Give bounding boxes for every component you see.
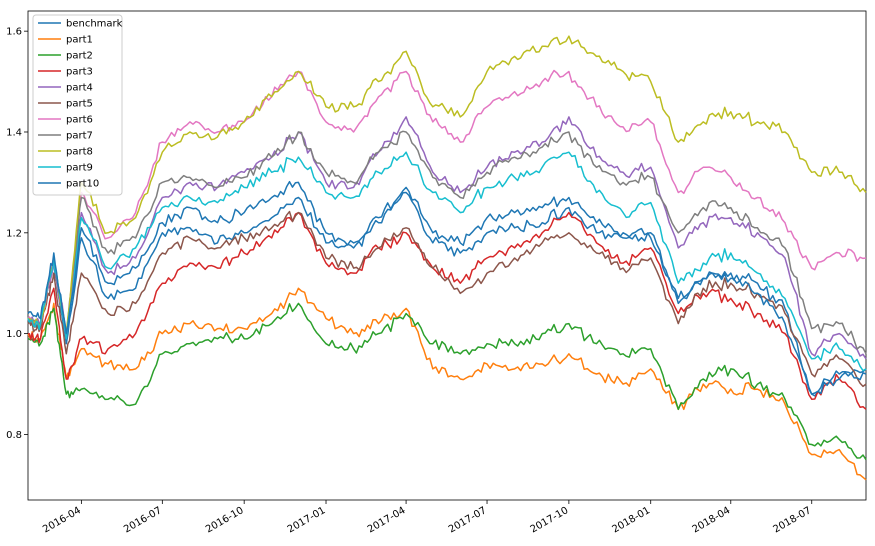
legend-label-part9: part9 bbox=[66, 163, 93, 174]
y-tick-label: 0.8 bbox=[6, 430, 22, 441]
y-tick-label: 1.2 bbox=[6, 228, 22, 239]
series-lines bbox=[27, 35, 867, 481]
x-tick-label: 2017-04 bbox=[366, 505, 408, 535]
x-axis: 2016-04 2016-07 2016-10 2017-01 2017-04 2017-… bbox=[41, 500, 813, 535]
series-line-part7 bbox=[27, 130, 867, 355]
x-tick-label: 2018-01 bbox=[611, 505, 653, 535]
y-tick-label: 1.6 bbox=[6, 27, 22, 38]
legend-label-part10: part10 bbox=[66, 179, 99, 190]
x-tick-label: 2017-07 bbox=[447, 505, 489, 535]
series-line-part2 bbox=[27, 302, 867, 461]
legend-label-part6: part6 bbox=[66, 115, 93, 126]
series-line-part8 bbox=[27, 35, 867, 335]
series-line-part9 bbox=[27, 151, 867, 372]
series-line-part4 bbox=[27, 116, 867, 360]
legend-label-part8: part8 bbox=[66, 147, 93, 158]
series-line-part5 bbox=[27, 210, 867, 388]
series-line-benchmark bbox=[27, 191, 867, 397]
legend: benchmark part1 part2 part3 part4 part5 part6 p… bbox=[32, 14, 123, 196]
x-tick-label: 2018-04 bbox=[691, 505, 733, 535]
x-tick-label: 2018-07 bbox=[772, 505, 814, 535]
legend-label-part2: part2 bbox=[66, 51, 93, 62]
y-axis: 0.8 1.0 1.2 1.4 1.6 bbox=[6, 27, 28, 441]
x-tick-label: 2017-01 bbox=[286, 505, 328, 535]
y-tick-label: 1.4 bbox=[6, 127, 22, 138]
x-tick-label: 2017-10 bbox=[529, 505, 571, 535]
legend-label-part4: part4 bbox=[66, 83, 93, 94]
series-line-part1 bbox=[27, 287, 867, 481]
legend-label-part5: part5 bbox=[66, 99, 93, 110]
legend-label-benchmark: benchmark bbox=[66, 19, 123, 30]
series-line-part10 bbox=[27, 180, 867, 395]
x-tick-label: 2016-04 bbox=[41, 505, 83, 535]
legend-box bbox=[32, 14, 123, 196]
y-tick-label: 1.0 bbox=[6, 329, 22, 340]
legend-label-part7: part7 bbox=[66, 131, 93, 142]
x-tick-label: 2016-07 bbox=[122, 505, 164, 535]
legend-label-part1: part1 bbox=[66, 35, 93, 46]
plot-area bbox=[27, 10, 867, 501]
legend-label-part3: part3 bbox=[66, 67, 93, 78]
x-tick-label: 2016-10 bbox=[204, 505, 246, 535]
